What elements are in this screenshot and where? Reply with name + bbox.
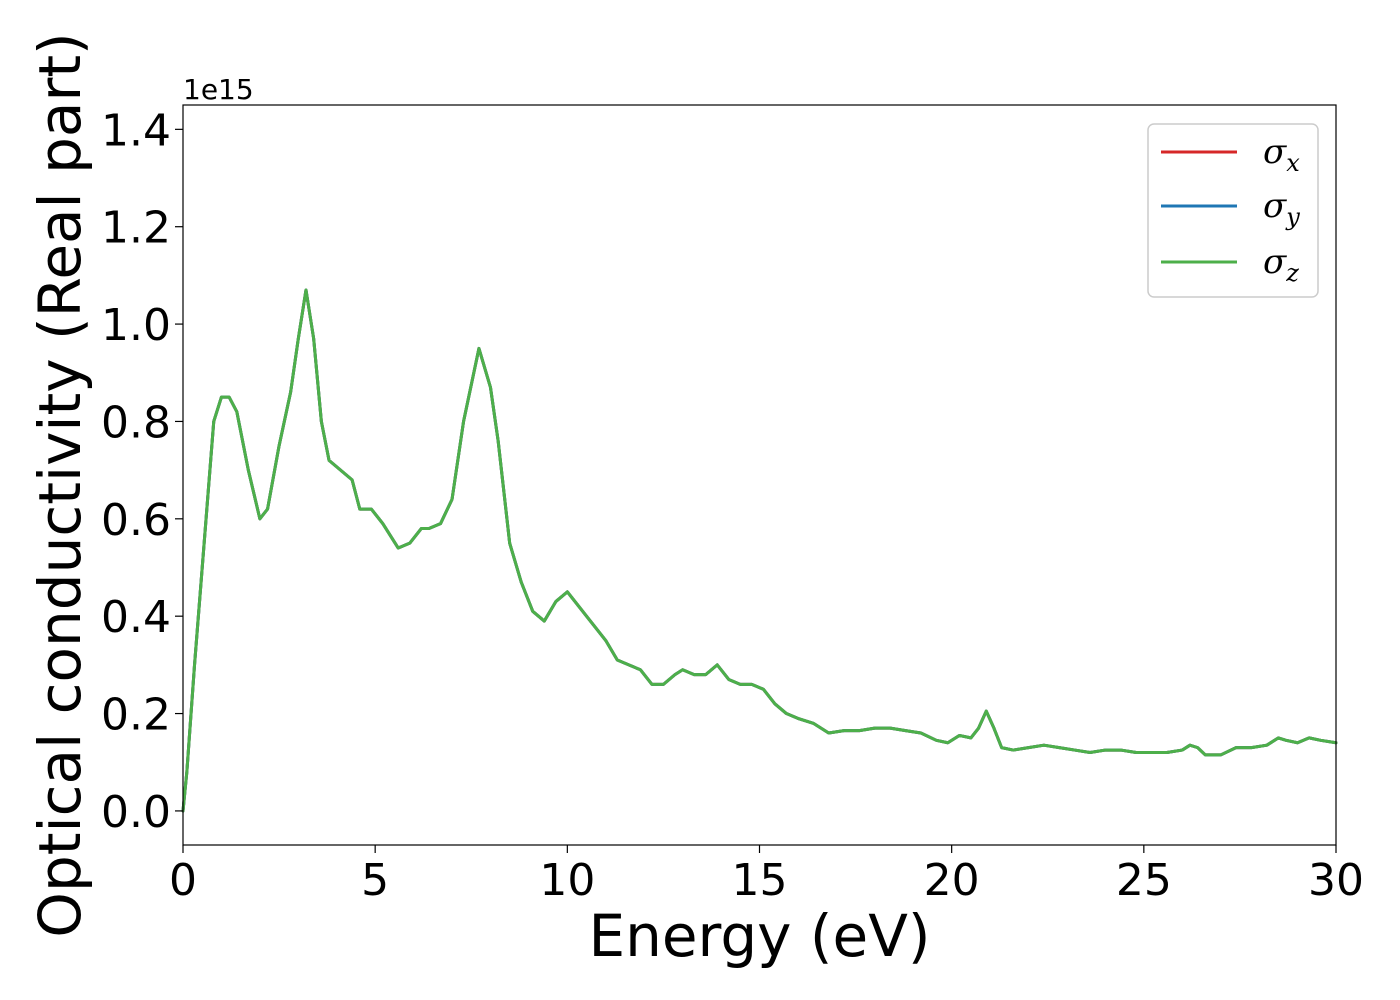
y-offset-label: 1e15 <box>183 73 254 106</box>
y-axis-label: Optical conductivity (Real part) <box>26 32 94 937</box>
legend-label-x: σx <box>1263 132 1300 177</box>
series-line-2 <box>181 288 1338 813</box>
legend-box <box>1147 123 1319 298</box>
y-tick-label: 0.8 <box>101 397 171 448</box>
y-tick-label: 1.4 <box>101 105 171 156</box>
legend-label-y: σy <box>1263 186 1300 231</box>
y-tick-label: 1.2 <box>101 203 171 254</box>
y-tick-label: 1.0 <box>101 300 171 351</box>
x-tick-label: 20 <box>924 855 980 906</box>
y-tick-label: 0.2 <box>101 690 171 741</box>
x-tick-label: 5 <box>361 855 389 906</box>
y-tick-label: 0.4 <box>101 592 171 643</box>
x-tick-label: 0 <box>169 855 197 906</box>
x-tick-label: 15 <box>732 855 788 906</box>
y-tick-label: 0.6 <box>101 495 171 546</box>
y-tick-label: 0.0 <box>101 787 171 838</box>
x-axis-label: Energy (eV) <box>588 902 930 970</box>
x-tick-label: 10 <box>539 855 595 906</box>
x-tick-label: 30 <box>1308 855 1364 906</box>
legend-label-z: σz <box>1263 242 1299 287</box>
legend: σx σy σz <box>1147 123 1319 298</box>
y-axis-ticks: 0.0 0.2 0.4 0.6 0.8 1.0 1.2 1.4 <box>101 105 183 838</box>
x-tick-label: 25 <box>1116 855 1172 906</box>
x-axis-ticks: 0 5 10 15 20 25 30 <box>169 845 1364 906</box>
series-layer <box>181 288 1338 813</box>
